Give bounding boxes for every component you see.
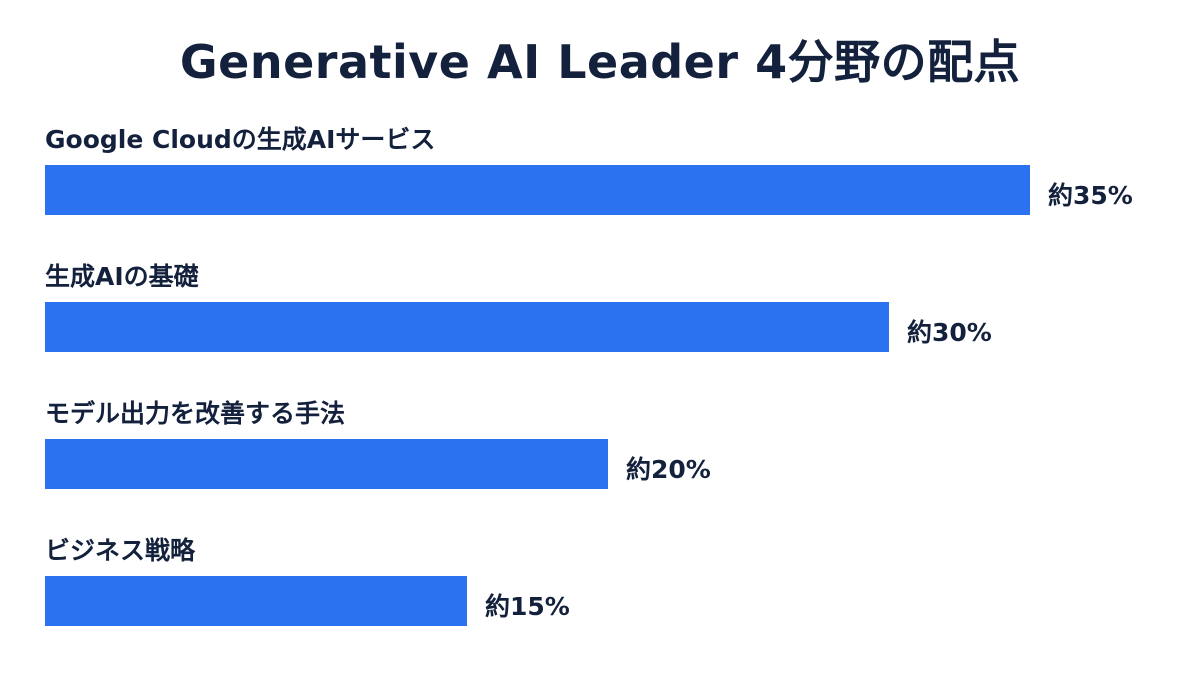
bar-value-label: 約20% <box>626 455 711 484</box>
bar <box>45 302 889 352</box>
bar <box>45 576 467 626</box>
bar-category-label: モデル出力を改善する手法 <box>45 399 346 428</box>
bar <box>45 439 608 489</box>
chart-title: Generative AI Leader 4分野の配点 <box>179 35 1021 89</box>
bar-category-label: Google Cloudの生成AIサービス <box>45 125 436 154</box>
bar-value-label: 約30% <box>907 318 992 347</box>
bar <box>45 165 1030 215</box>
bar-value-label: 約35% <box>1048 181 1133 210</box>
bar-value-label: 約15% <box>485 592 570 621</box>
bar-category-label: ビジネス戦略 <box>45 536 196 565</box>
bar-category-label: 生成AIの基礎 <box>45 262 199 291</box>
